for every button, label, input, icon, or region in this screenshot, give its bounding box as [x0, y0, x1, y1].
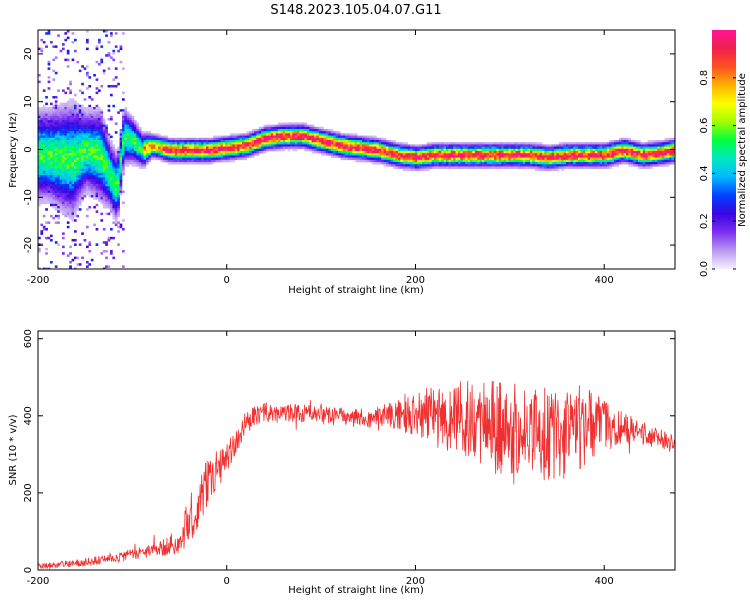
x-tick: 400 [595, 331, 614, 587]
x-tick-label: 400 [595, 275, 614, 286]
x-tick: -200 [27, 30, 50, 286]
colorbar-tick-label: 0.4 [699, 165, 710, 181]
x-tick: 0 [224, 331, 230, 587]
y-tick-label: 20 [23, 48, 34, 61]
snr-y-axis: 0 200 400 600 [23, 329, 675, 573]
spectrogram-y-axis: -20 -10 0 10 20 [23, 48, 675, 253]
figure-title: S148.2023.105.04.07.G11 [270, 3, 441, 18]
snr-panel: -200 0 200 400 0 200 400 600 Height of straigh… [8, 329, 676, 596]
colorbar-tick: 0.0 [699, 261, 736, 277]
snr-frame [37, 330, 676, 571]
colorbar-gradient [712, 30, 736, 269]
colorbar-tick-label: 0.2 [699, 213, 710, 229]
spectrogram-y-label: Frequency (Hz) [8, 112, 19, 188]
y-tick-label: 200 [23, 483, 34, 502]
x-tick: -200 [27, 331, 50, 587]
y-tick: 20 [23, 48, 675, 61]
colorbar: 0.0 0.2 0.4 0.6 0.8 Normalized spectral ampl… [699, 30, 748, 277]
y-tick-label: -10 [23, 189, 34, 205]
colorbar-tick-label: 0.6 [699, 118, 710, 134]
spectrogram-plot-area [38, 30, 675, 269]
x-tick: 200 [406, 331, 425, 587]
x-tick-label: 200 [406, 576, 425, 587]
y-tick: 600 [23, 329, 675, 348]
snr-y-label: SNR (10 * v/v) [8, 414, 19, 485]
y-tick-label: 0 [23, 567, 34, 573]
y-tick: -20 [23, 237, 675, 253]
y-tick: 400 [23, 406, 675, 425]
snr-x-axis: -200 0 200 400 [27, 331, 614, 587]
snr-series-line [38, 380, 675, 570]
y-tick: -10 [23, 189, 675, 205]
y-tick-label: 0 [23, 146, 34, 152]
y-tick-label: 600 [23, 329, 34, 348]
colorbar-tick-label: 0.0 [699, 261, 710, 277]
x-tick-label: -200 [27, 576, 50, 587]
colorbar-tick: 0.8 [699, 70, 736, 86]
spectrogram-x-label: Height of straight line (km) [288, 285, 424, 296]
y-tick: 10 [23, 95, 675, 108]
x-tick-label: 0 [224, 576, 230, 587]
snr-x-label: Height of straight line (km) [288, 585, 424, 596]
x-tick: 400 [595, 30, 614, 286]
x-tick: 0 [224, 30, 230, 286]
y-tick-label: 10 [23, 95, 34, 108]
colorbar-tick: 0.6 [699, 118, 736, 134]
colorbar-label: Normalized spectral amplitude [737, 73, 748, 227]
y-tick-label: -20 [23, 237, 34, 253]
spectrogram-x-axis: -200 0 200 400 [27, 30, 614, 286]
colorbar-tick: 0.2 [699, 213, 736, 229]
x-tick-label: 200 [406, 275, 425, 286]
x-tick: 200 [406, 30, 425, 286]
x-tick-label: 0 [224, 275, 230, 286]
x-tick-label: -200 [27, 275, 50, 286]
y-tick-label: 400 [23, 406, 34, 425]
colorbar-tick: 0.4 [699, 165, 736, 181]
spectrogram-panel: -200 0 200 400 -20 -10 0 10 20 Height of straig… [8, 29, 676, 296]
y-tick: 0 [23, 567, 675, 573]
colorbar-tick-label: 0.8 [699, 70, 710, 86]
x-tick-label: 400 [595, 576, 614, 587]
colorbar-axis: 0.0 0.2 0.4 0.6 0.8 [699, 70, 736, 277]
y-tick: 0 [23, 146, 675, 153]
y-tick: 200 [23, 483, 675, 502]
